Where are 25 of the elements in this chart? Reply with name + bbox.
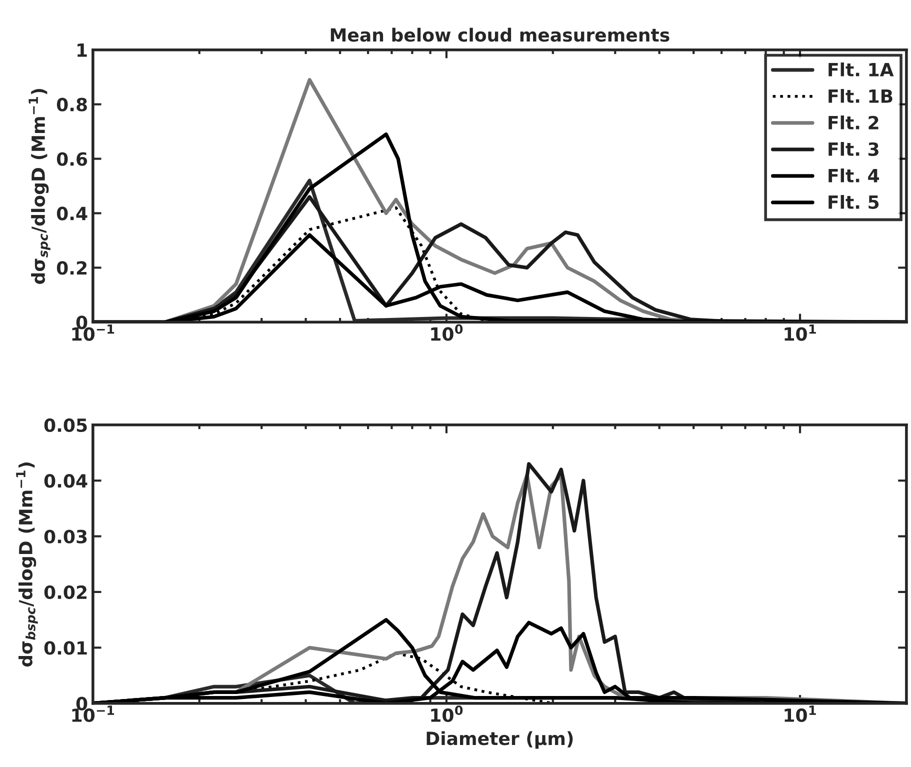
x-axis-title: Diameter (μm): [426, 731, 573, 749]
y-tick-label: 0.04: [44, 474, 88, 488]
y-tick-label: 0.2: [56, 261, 86, 275]
legend-label: Flt. 3: [828, 142, 878, 156]
x-tick-label: 10$^{1}$: [784, 706, 816, 722]
x-tick-label: 10$^{1}$: [784, 324, 816, 341]
x-tick-label: 10$^{0}$: [431, 324, 463, 341]
y-tick-label: 0.6: [56, 152, 88, 166]
y-tick-label: 1: [78, 44, 87, 57]
y-tick-label: 0.05: [44, 418, 87, 432]
y-tick-label: 0.03: [44, 530, 87, 544]
y-tick-label: 0.01: [44, 641, 87, 655]
chart-title: Mean below cloud measurements: [330, 28, 670, 42]
y-tick-label: 0: [76, 696, 88, 710]
legend-label: Flt. 4: [828, 168, 880, 182]
legend-label: Flt. 2: [828, 116, 878, 130]
y-axis-title: dσ$_{bspc}$/dlogD (Mm$^{−1}$): [16, 462, 38, 667]
y-axis-title: dσ$_{spc}$/dlogD (Mm$^{−1}$): [28, 88, 50, 284]
legend-label: Flt. 1A: [828, 62, 894, 76]
legend-label: Flt. 5: [828, 195, 879, 209]
x-tick-label: 10$^{0}$: [431, 705, 463, 722]
y-tick-label: 0.8: [56, 98, 87, 112]
legend-label: Flt. 1B: [828, 88, 892, 103]
y-tick-label: 0.02: [44, 585, 86, 600]
y-tick-label: 0.4: [56, 206, 88, 220]
